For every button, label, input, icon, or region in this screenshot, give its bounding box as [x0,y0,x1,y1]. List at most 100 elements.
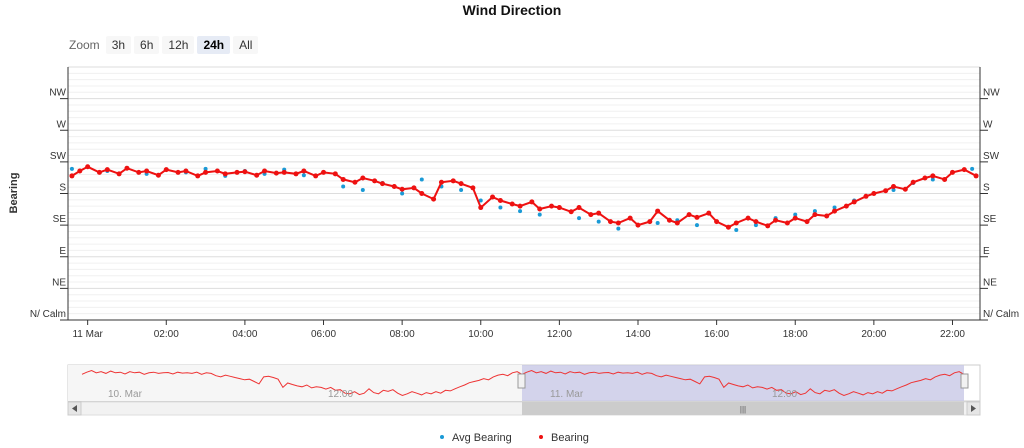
zoom-24h-button[interactable]: 24h [197,36,231,54]
x-tick-label: 06:00 [311,329,336,340]
y-tick-label: SE [983,214,997,225]
bearing-point [242,169,248,175]
bearing-point [497,198,503,204]
scrollbar[interactable]: ||| [67,401,981,416]
bearing-point [340,176,346,182]
zoom-selector: Zoom 3h 6h 12h 24h All [69,35,261,55]
bearing-point [450,178,456,184]
bearing-point [733,220,739,226]
bearing-point [183,168,189,174]
avg-bearing-point [655,221,660,226]
x-tick-label: 11 Mar [72,329,103,340]
avg-bearing-point [891,187,896,192]
bearing-point [234,169,240,175]
navigator-left-handle[interactable] [517,373,526,389]
bearing-point [352,179,358,185]
bearing-point [863,193,869,199]
bearing-point [136,169,142,175]
bearing-point [784,220,790,226]
legend-avg-bearing-label[interactable]: Avg Bearing [452,432,512,444]
zoom-12h-button[interactable]: 12h [162,36,195,54]
y-tick-label: E [983,246,990,257]
bearing-point [411,185,417,191]
bearing-point [155,172,161,178]
avg-bearing-point [812,209,817,214]
y-tick-label: NW [983,88,1000,99]
scroll-right-arrow-icon [971,405,976,412]
zoom-3h-button[interactable]: 3h [105,36,132,54]
bearing-point [144,168,150,174]
bearing-point [615,220,621,226]
legend-avg-bearing-marker [440,435,444,439]
bearing-point [576,205,582,211]
legend-bearing-label[interactable]: Bearing [551,432,589,444]
bearing-point [529,199,535,205]
navigator-tick-label: 12:00 [328,389,353,400]
x-tick-label: 12:00 [547,329,572,340]
bearing-point [517,203,523,209]
bearing-series [69,164,979,230]
y-tick-label: SW [50,151,67,162]
bearing-point [824,213,830,219]
zoom-6h-button[interactable]: 6h [134,36,160,54]
bearing-point [961,167,967,173]
bearing-point [922,175,928,181]
bearing-point [871,191,877,196]
x-tick-label: 20:00 [861,329,886,340]
avg-bearing-point [793,212,798,217]
avg-bearing-point [203,166,208,171]
bearing-point [96,169,102,175]
bearing-point [379,181,385,187]
navigator-tick-label: 11. Mar [550,389,584,400]
y-tick-label: NE [983,277,997,288]
bearing-point [753,219,759,225]
y-tick-label: SW [983,151,1000,162]
chart-title: Wind Direction [462,2,562,18]
bearing-point [537,206,543,212]
y-tick-label: N/ Calm [30,309,66,320]
navigator[interactable]: 10. Mar 12:00 11. Mar 12:00 [67,364,981,402]
avg-bearing-point [518,209,523,214]
bearing-point [490,194,496,200]
bearing-point [399,186,405,192]
y-tick-label: NW [49,88,66,99]
avg-bearing-point [537,212,542,217]
bearing-point [706,210,712,216]
bearing-point [666,217,672,223]
navigator-right-handle[interactable] [960,373,969,389]
avg-bearing-point [360,187,365,192]
bearing-point [203,169,209,175]
x-tick-label: 04:00 [232,329,257,340]
bearing-point [301,168,307,174]
x-tick-label: 10:00 [468,329,493,340]
navigator-left-mask [68,365,522,401]
y-axis-title: Bearing [8,173,20,214]
bearing-point [281,169,287,175]
bearing-point [647,219,653,225]
bearing-point [883,188,889,194]
bearing-point [104,167,110,173]
zoom-all-button[interactable]: All [233,36,259,54]
bearing-point [596,210,602,216]
y-tick-label: W [57,119,67,130]
x-tick-label: 22:00 [940,329,965,340]
avg-bearing-point [400,191,405,196]
bearing-point [765,223,771,229]
bearing-point [804,219,810,225]
bearing-point [556,205,562,211]
avg-bearing-point [970,166,975,171]
bearing-point [714,219,720,225]
legend[interactable]: Avg Bearing Bearing [440,432,589,444]
avg-bearing-point [832,205,837,210]
avg-bearing-point [459,187,464,192]
x-tick-label: 18:00 [783,329,808,340]
avg-bearing-point [734,228,739,233]
y-axes: N/ Calm N/ Calm NE NE E E SE SE S S SW SW W W NW NW [30,67,1019,321]
y-tick-label: S [59,183,66,194]
bearing-point [273,170,279,176]
bearing-point [419,191,425,196]
bearing-point [214,168,220,174]
navigator-selection[interactable] [522,365,964,401]
avg-bearing-point [69,166,74,171]
scrollbar-thumb[interactable] [522,402,964,415]
